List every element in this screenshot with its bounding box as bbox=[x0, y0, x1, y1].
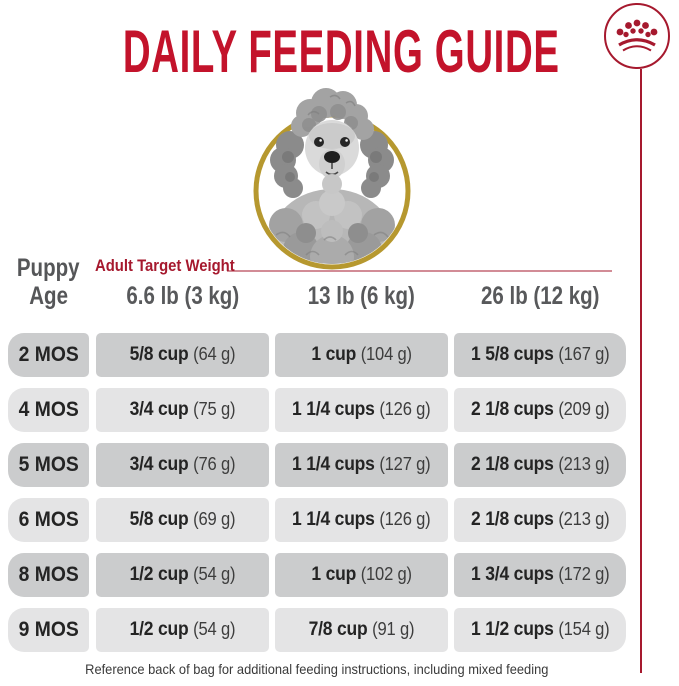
table-row-9mos: 9 MOS 1/2 cup (54 g) 7/8 cup (91 g) 1 1/2 … bbox=[0, 608, 679, 652]
grams-label: (102 g) bbox=[360, 564, 412, 584]
page-title-text: DAILY FEEDING GUIDE bbox=[122, 18, 560, 85]
page-title: DAILY FEEDING GUIDE bbox=[0, 22, 679, 98]
grams-label: (91 g) bbox=[372, 619, 415, 639]
value-cell: 1/2 cup (54 g) bbox=[96, 608, 269, 652]
column-header-2: 13 lb (6 kg) bbox=[275, 282, 448, 310]
value-cell: 7/8 cup (91 g) bbox=[275, 608, 448, 652]
amount-label: 2 1/8 cups bbox=[470, 509, 554, 530]
value-cell: 1 cup (104 g) bbox=[275, 333, 448, 377]
grams-label: (75 g) bbox=[193, 399, 236, 419]
age-cell: 4 MOS bbox=[8, 388, 89, 432]
amount-label: 1/2 cup bbox=[129, 619, 189, 640]
amount-label: 1 cup bbox=[311, 344, 356, 365]
group-header-adult-target-weight: Adult Target Weight bbox=[95, 257, 250, 276]
value-cell: 1 1/4 cups (126 g) bbox=[275, 498, 448, 542]
value-cell: 1 1/2 cups (154 g) bbox=[454, 608, 626, 652]
amount-label: 1 1/4 cups bbox=[292, 454, 375, 475]
age-cell: 9 MOS bbox=[8, 608, 89, 652]
grams-label: (126 g) bbox=[379, 509, 431, 529]
puppy-illustration bbox=[253, 88, 411, 270]
grams-label: (213 g) bbox=[558, 509, 610, 529]
row-header-line1: Puppy bbox=[17, 254, 80, 282]
grams-label: (172 g) bbox=[558, 564, 610, 584]
age-cell: 5 MOS bbox=[8, 443, 89, 487]
footer-note-text: Reference back of bag for additional fee… bbox=[85, 661, 549, 677]
age-label: 5 MOS bbox=[18, 453, 79, 476]
age-cell: 8 MOS bbox=[8, 553, 89, 597]
royal-canin-crown-logo-icon bbox=[604, 3, 670, 69]
age-label: 6 MOS bbox=[18, 508, 79, 531]
amount-label: 1 cup bbox=[311, 564, 356, 585]
grams-label: (54 g) bbox=[193, 564, 236, 584]
amount-label: 3/4 cup bbox=[129, 454, 189, 475]
row-header-line2: Age bbox=[29, 282, 68, 310]
group-header-rule bbox=[227, 270, 612, 272]
grams-label: (64 g) bbox=[193, 344, 236, 364]
value-cell: 1 cup (102 g) bbox=[275, 553, 448, 597]
value-cell: 3/4 cup (76 g) bbox=[96, 443, 269, 487]
table-row-8mos: 8 MOS 1/2 cup (54 g) 1 cup (102 g) 1 3/4 c… bbox=[0, 553, 679, 597]
table-row-6mos: 6 MOS 5/8 cup (69 g) 1 1/4 cups (126 g) 2 … bbox=[0, 498, 679, 542]
grams-label: (213 g) bbox=[558, 454, 610, 474]
amount-label: 1 3/4 cups bbox=[470, 564, 554, 585]
value-cell: 1/2 cup (54 g) bbox=[96, 553, 269, 597]
row-header-puppy-age: Puppy Age bbox=[8, 254, 89, 310]
amount-label: 3/4 cup bbox=[129, 399, 189, 420]
amount-label: 1 5/8 cups bbox=[470, 344, 554, 365]
age-label: 9 MOS bbox=[18, 618, 79, 641]
value-cell: 1 1/4 cups (126 g) bbox=[275, 388, 448, 432]
grams-label: (126 g) bbox=[379, 399, 431, 419]
value-cell: 1 5/8 cups (167 g) bbox=[454, 333, 626, 377]
amount-label: 1 1/4 cups bbox=[292, 509, 375, 530]
brand-vertical-rule bbox=[640, 69, 642, 673]
table-row-2mos: 2 MOS 5/8 cup (64 g) 1 cup (104 g) 1 5/8 c… bbox=[0, 333, 679, 377]
age-cell: 6 MOS bbox=[8, 498, 89, 542]
value-cell: 2 1/8 cups (209 g) bbox=[454, 388, 626, 432]
amount-label: 5/8 cup bbox=[129, 509, 189, 530]
value-cell: 3/4 cup (75 g) bbox=[96, 388, 269, 432]
amount-label: 1 1/2 cups bbox=[470, 619, 554, 640]
group-header-text: Adult Target Weight bbox=[95, 257, 235, 275]
grams-label: (104 g) bbox=[360, 344, 412, 364]
age-cell: 2 MOS bbox=[8, 333, 89, 377]
age-label: 8 MOS bbox=[18, 563, 79, 586]
amount-label: 7/8 cup bbox=[308, 619, 368, 640]
grams-label: (167 g) bbox=[558, 344, 610, 364]
age-label: 4 MOS bbox=[18, 398, 79, 421]
value-cell: 1 1/4 cups (127 g) bbox=[275, 443, 448, 487]
column-header-1-text: 6.6 lb (3 kg) bbox=[126, 282, 239, 310]
value-cell: 5/8 cup (69 g) bbox=[96, 498, 269, 542]
value-cell: 2 1/8 cups (213 g) bbox=[454, 498, 626, 542]
grams-label: (154 g) bbox=[558, 619, 610, 639]
column-header-2-text: 13 lb (6 kg) bbox=[307, 282, 416, 310]
amount-label: 1/2 cup bbox=[129, 564, 189, 585]
age-label: 2 MOS bbox=[18, 343, 79, 366]
grams-label: (54 g) bbox=[193, 619, 236, 639]
value-cell: 2 1/8 cups (213 g) bbox=[454, 443, 626, 487]
grams-label: (127 g) bbox=[379, 454, 431, 474]
footer-note: Reference back of bag for additional fee… bbox=[8, 661, 626, 677]
amount-label: 2 1/8 cups bbox=[470, 399, 554, 420]
amount-label: 1 1/4 cups bbox=[292, 399, 375, 420]
grams-label: (209 g) bbox=[558, 399, 610, 419]
feeding-table: 2 MOS 5/8 cup (64 g) 1 cup (104 g) 1 5/8 c… bbox=[0, 333, 679, 653]
column-header-3: 26 lb (12 kg) bbox=[454, 282, 626, 310]
grams-label: (76 g) bbox=[193, 454, 236, 474]
column-header-1: 6.6 lb (3 kg) bbox=[96, 282, 269, 310]
amount-label: 5/8 cup bbox=[129, 344, 189, 365]
column-header-3-text: 26 lb (12 kg) bbox=[480, 282, 600, 310]
value-cell: 5/8 cup (64 g) bbox=[96, 333, 269, 377]
amount-label: 2 1/8 cups bbox=[470, 454, 554, 475]
grams-label: (69 g) bbox=[193, 509, 236, 529]
table-row-4mos: 4 MOS 3/4 cup (75 g) 1 1/4 cups (126 g) 2 … bbox=[0, 388, 679, 432]
value-cell: 1 3/4 cups (172 g) bbox=[454, 553, 626, 597]
table-row-5mos: 5 MOS 3/4 cup (76 g) 1 1/4 cups (127 g) 2 … bbox=[0, 443, 679, 487]
